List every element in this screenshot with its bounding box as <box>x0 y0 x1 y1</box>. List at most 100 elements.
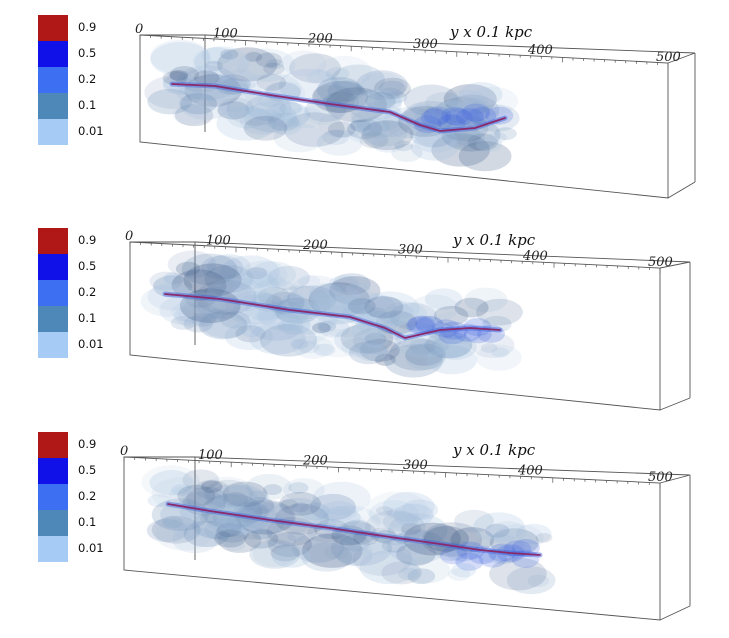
cloud-blob <box>431 133 490 167</box>
cloud-blob <box>147 88 192 115</box>
cloud-blob <box>353 327 402 355</box>
cloud-blob <box>441 101 501 136</box>
filament-core <box>171 83 506 132</box>
cloud-blob <box>183 520 230 548</box>
cloud-blob <box>454 509 494 533</box>
cloud-blob <box>194 479 230 500</box>
cloud-blob <box>312 81 369 114</box>
cloud-blob <box>258 94 281 108</box>
cloud-blob <box>389 302 438 331</box>
cloud-blob <box>244 529 279 549</box>
cloud-blob <box>224 538 246 552</box>
bounding-box <box>129 241 691 411</box>
cloud-blob <box>183 315 213 333</box>
cloud-blob <box>366 491 428 527</box>
cloud-blob <box>190 73 240 102</box>
cloud-blob <box>257 286 291 306</box>
dense-blob <box>415 316 444 335</box>
cloud-blob <box>223 282 252 299</box>
tick-label-300: 300 <box>398 243 423 258</box>
cloud-blob <box>249 322 306 355</box>
cloud-blob <box>280 499 298 510</box>
cloud-blob <box>200 480 223 493</box>
cloud-blob <box>464 287 508 313</box>
cloud-blob <box>368 500 419 529</box>
tick-label-0: 0 <box>125 229 133 244</box>
cloud-blob <box>140 285 196 317</box>
legend-swatch-0.01 <box>38 332 68 358</box>
legend-swatch-0.2 <box>38 67 68 93</box>
cloud-blob <box>409 339 436 355</box>
cloud-blob <box>322 129 349 145</box>
cloud-blob <box>362 120 408 147</box>
cloud-blob <box>313 343 336 357</box>
cloud-blob <box>527 574 550 588</box>
legend-swatch-0.01 <box>38 536 68 562</box>
cloud-blob <box>282 293 306 307</box>
dense-blob <box>456 541 485 560</box>
axis-title: y x 0.1 kpc <box>452 231 536 249</box>
cloud-blob <box>248 490 270 503</box>
cloud-blob <box>266 531 297 549</box>
cloud-blob <box>410 294 459 323</box>
cloud-blob <box>163 272 185 285</box>
cloud-blob <box>327 80 365 102</box>
cloud-blob <box>377 319 413 340</box>
bounding-box <box>123 456 691 621</box>
cloud-blob <box>232 270 287 301</box>
cloud-blob <box>319 505 381 541</box>
cloud-blob <box>200 493 263 529</box>
cloud-blob <box>346 119 390 144</box>
cloud-blob <box>355 342 388 362</box>
cloud-blob <box>400 523 422 535</box>
gas-cloud <box>144 39 520 172</box>
cloud-blob <box>174 304 215 328</box>
cloud-blob <box>382 491 435 522</box>
cloud-blob <box>270 544 300 562</box>
cloud-blob <box>489 528 539 557</box>
dense-blob <box>455 108 484 127</box>
gas-cloud <box>141 465 556 595</box>
cloud-blob <box>155 518 212 551</box>
cloud-blob <box>292 335 334 359</box>
legend-label-0.01: 0.01 <box>78 337 104 351</box>
cloud-blob <box>278 68 340 104</box>
cloud-blob <box>218 97 255 118</box>
cloud-blob <box>194 46 250 79</box>
cloud-blob <box>476 298 523 326</box>
cloud-blob <box>177 484 216 507</box>
cloud-blob <box>441 117 501 152</box>
dense-blob <box>420 108 449 127</box>
legend-label-0.2: 0.2 <box>78 72 97 86</box>
cloud-blob <box>317 509 365 537</box>
cloud-blob <box>342 303 380 325</box>
cloud-blob <box>272 545 311 568</box>
cloud-blob <box>297 341 320 354</box>
dense-blob <box>437 114 466 133</box>
cloud-blob <box>280 50 327 77</box>
cloud-blob <box>265 110 301 131</box>
cloud-blob <box>494 524 544 553</box>
cloud-blob <box>425 322 456 340</box>
cloud-blob <box>431 309 491 344</box>
cloud-blob <box>172 104 208 125</box>
cloud-blob <box>506 566 556 595</box>
legend-swatch-0.5 <box>38 254 68 280</box>
cloud-blob <box>159 295 211 325</box>
cloud-blob <box>349 119 372 132</box>
cloud-blob <box>345 282 371 297</box>
cloud-blob <box>256 74 287 91</box>
cloud-blob <box>170 315 196 330</box>
cloud-blob <box>397 567 420 581</box>
cloud-blob <box>426 345 477 375</box>
cloud-blob <box>152 275 193 298</box>
legend-label-0.9: 0.9 <box>78 437 97 451</box>
cloud-blob <box>252 527 273 540</box>
tick-label-0: 0 <box>135 22 143 37</box>
cloud-blob <box>353 296 412 330</box>
cloud-blob <box>340 534 371 552</box>
cloud-blob <box>257 503 276 514</box>
cloud-blob <box>371 133 405 153</box>
cloud-blob <box>249 261 297 288</box>
cloud-blob <box>298 274 321 288</box>
